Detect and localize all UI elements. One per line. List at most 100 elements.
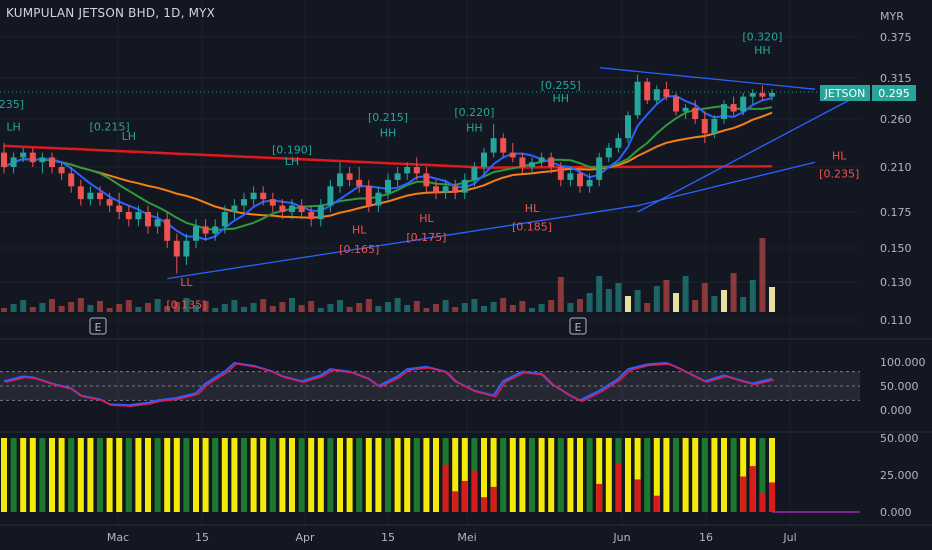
histogram-bar-red — [596, 483, 603, 512]
candle — [433, 186, 439, 193]
volume-bar — [653, 286, 660, 312]
histogram-bar — [193, 438, 199, 512]
histogram-bar — [221, 438, 228, 512]
candle — [173, 240, 180, 257]
volume-bar — [452, 307, 459, 312]
pivot-label: [0.185] — [512, 221, 552, 234]
candle — [653, 89, 660, 101]
candle — [125, 212, 132, 220]
volume-bar — [490, 302, 497, 312]
volume-bar — [740, 297, 747, 312]
volume-bar — [385, 302, 391, 312]
candle — [58, 167, 65, 174]
volume-bar — [548, 300, 555, 312]
x-tick-label: Jul — [782, 531, 796, 544]
histogram-bar-red — [769, 482, 775, 512]
histogram-bar-red — [442, 464, 449, 512]
histogram-bar — [183, 438, 190, 512]
candle — [663, 89, 670, 97]
candle — [269, 199, 276, 206]
candle — [250, 192, 257, 200]
volume-bar — [394, 298, 401, 312]
histogram-bar — [682, 438, 689, 512]
pivot-label: [0.175] — [406, 231, 446, 244]
histogram-bar — [49, 438, 55, 512]
pivot-label: [0.255] — [541, 79, 581, 92]
histogram-bar — [653, 438, 660, 512]
histogram-bar — [721, 438, 727, 512]
volume-bar — [106, 308, 113, 312]
volume-bar — [711, 296, 718, 312]
trendline — [637, 161, 816, 207]
volume-bar — [481, 306, 487, 312]
ticker-label-box — [820, 85, 870, 101]
candle — [586, 179, 593, 187]
volume-bar — [404, 305, 411, 312]
y-tick-label: 0.130 — [880, 276, 912, 289]
candle — [145, 212, 151, 227]
volume-bar — [375, 306, 382, 312]
candle — [10, 157, 17, 167]
pivot-label: [0.235] — [819, 167, 859, 180]
histogram-tick: 0.000 — [880, 506, 912, 519]
volume-bar — [769, 287, 775, 312]
histogram-bar — [375, 438, 382, 512]
histogram-bar — [202, 438, 209, 512]
volume-bar — [509, 305, 516, 312]
histogram-bar-red — [461, 480, 468, 512]
ma-line-orange — [3, 111, 773, 219]
pivot-label: LH — [6, 121, 20, 134]
volume-bar — [116, 304, 123, 312]
candle — [625, 115, 631, 139]
x-tick-label: 15 — [195, 531, 209, 544]
candle — [135, 212, 142, 220]
volume-bar — [644, 303, 651, 312]
histogram-bar — [87, 438, 94, 512]
histogram-bar-red — [471, 470, 478, 512]
volume-bar — [49, 299, 55, 312]
volume-bar — [356, 303, 363, 312]
volume-bar — [29, 307, 36, 312]
histogram-tick: 50.000 — [880, 432, 919, 445]
histogram-bar — [327, 438, 334, 512]
candle — [471, 167, 478, 180]
histogram-bar — [548, 438, 555, 512]
candle — [769, 92, 775, 97]
histogram-bar — [759, 438, 766, 512]
histogram-bar — [365, 438, 372, 512]
volume-bar — [97, 301, 103, 312]
x-tick-label: Jun — [612, 531, 630, 544]
candle — [298, 205, 305, 212]
histogram-bar — [212, 438, 219, 512]
volume-bar — [615, 283, 622, 312]
candle — [212, 226, 219, 234]
histogram-bar — [634, 438, 641, 512]
histogram-bar — [29, 438, 36, 512]
candle — [385, 179, 391, 193]
volume-bar — [193, 305, 199, 312]
volume-bar — [749, 280, 756, 312]
volume-bar — [442, 300, 449, 312]
trendline — [167, 204, 638, 280]
candle — [634, 81, 641, 116]
volume-bar — [20, 300, 27, 312]
candle — [673, 96, 679, 112]
candle — [1, 152, 7, 167]
histogram-bar — [145, 438, 151, 512]
trendline — [637, 99, 850, 213]
candle — [481, 152, 487, 167]
histogram-bar — [289, 438, 295, 512]
oscillator-line-k — [3, 361, 773, 407]
volume-bar — [433, 304, 439, 312]
oscillator-tick: 0.000 — [880, 404, 912, 417]
candle — [87, 192, 94, 200]
histogram-bar-red — [615, 463, 622, 512]
candle — [721, 104, 727, 119]
volume-bar — [673, 293, 679, 312]
pivot-label: HL — [525, 202, 540, 215]
candle — [260, 192, 267, 200]
histogram-bar — [231, 438, 238, 512]
price-label: 0.295 — [878, 87, 910, 100]
